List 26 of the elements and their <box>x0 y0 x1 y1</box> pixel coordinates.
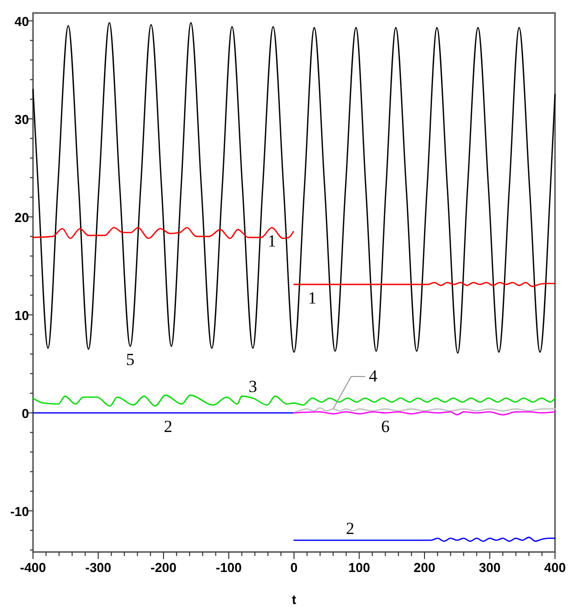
annotation: 2 <box>346 519 354 538</box>
x-tick-label: 200 <box>414 560 436 575</box>
x-tick-label: -400 <box>20 560 46 575</box>
x-tick-label: 100 <box>348 560 370 575</box>
x-tick-label: -100 <box>216 560 242 575</box>
x-tick-label: 400 <box>544 560 566 575</box>
line-series <box>32 394 556 407</box>
y-tick-label: 20 <box>14 210 29 225</box>
annotation: 3 <box>248 377 258 396</box>
x-tick-label: -300 <box>85 560 112 575</box>
y-tick-label: 0 <box>22 406 29 421</box>
y-tick-label: 10 <box>14 308 29 323</box>
x-tick-label: 300 <box>478 560 501 575</box>
x-tick-label: 0 <box>290 560 298 575</box>
y-tick-label: -10 <box>10 504 29 519</box>
annotation: 2 <box>164 416 172 436</box>
annotation: 1 <box>268 232 276 251</box>
x-axis-title: t <box>292 592 297 607</box>
x-tick-label: -200 <box>150 560 177 575</box>
line-series <box>32 22 556 354</box>
y-tick-label: 40 <box>14 14 29 29</box>
annotation: 5 <box>126 350 134 370</box>
annotation: 6 <box>381 416 390 436</box>
y-tick-label: 30 <box>14 112 29 127</box>
annotation: 4 <box>368 366 378 386</box>
annotation: 1 <box>308 288 317 308</box>
